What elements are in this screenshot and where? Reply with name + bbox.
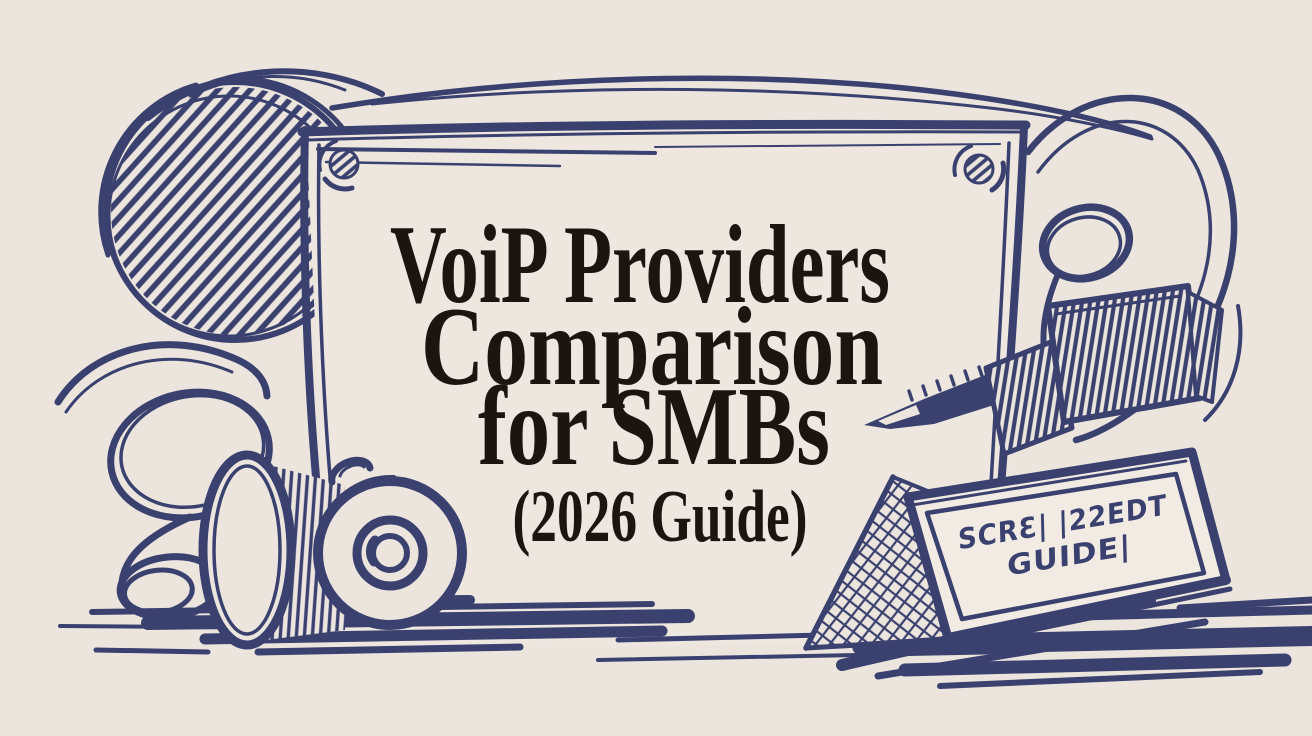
screw-icon: [952, 144, 1007, 193]
pencil-sketch: [864, 94, 1243, 457]
tent-card: SCRƐ| |22EDT GUIDE|: [803, 447, 1263, 689]
sign-board: [297, 119, 1031, 650]
cable-spool-sketch: [54, 341, 467, 650]
title-line-1: VoiP Providers: [390, 203, 890, 327]
sign-title: VoiP Providers Comparison for SMBs (2026…: [390, 203, 890, 558]
swoosh-lines: [145, 68, 1154, 141]
title-line-3: for SMBs: [478, 365, 830, 489]
screw-icon: [317, 139, 360, 192]
sign-panel: [306, 124, 1025, 650]
title-line-2: Comparison: [421, 285, 883, 409]
title-subtitle: (2026 Guide): [513, 476, 808, 558]
